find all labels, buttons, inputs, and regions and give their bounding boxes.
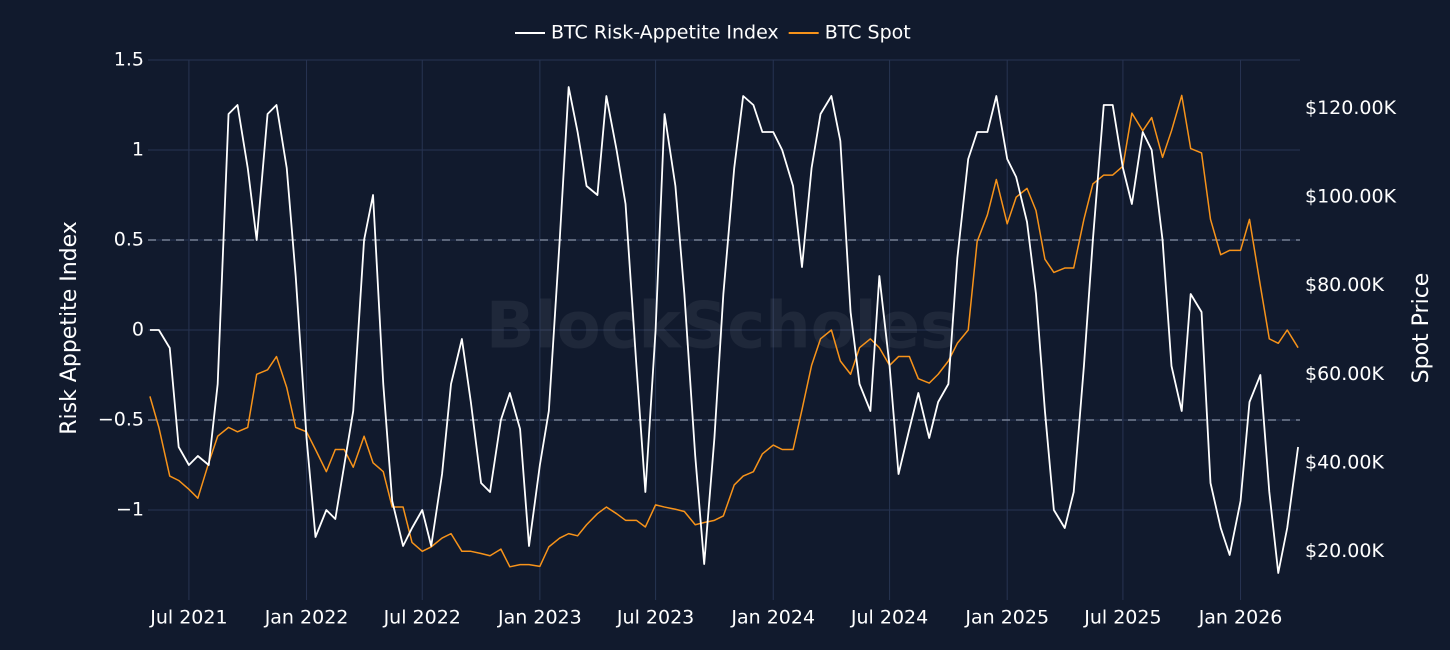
series-line xyxy=(149,94,1299,568)
x-tick-label: Jul 2024 xyxy=(850,607,928,629)
legend-label: BTC Spot xyxy=(825,22,911,44)
x-tick-label: Jul 2023 xyxy=(616,607,694,629)
y2-tick-label: $80.00K xyxy=(1305,274,1384,296)
y2-axis-title: Spot Price xyxy=(1409,273,1434,384)
y-tick-label: −1 xyxy=(116,499,144,521)
y-tick-label: 0 xyxy=(132,319,144,341)
y-tick-label: −0.5 xyxy=(98,409,144,431)
y-tick-label: 1.5 xyxy=(114,49,144,71)
series-line xyxy=(149,86,1299,574)
x-tick-label: Jul 2022 xyxy=(383,607,461,629)
x-tick-label: Jul 2025 xyxy=(1083,607,1161,629)
x-tick-label: Jan 2022 xyxy=(264,607,349,629)
y2-tick-label: $120.00K xyxy=(1305,97,1397,119)
y-axis-title: Risk Appetite Index xyxy=(57,221,82,435)
y-tick-label: 0.5 xyxy=(114,229,144,251)
x-tick-label: Jan 2024 xyxy=(730,607,815,629)
x-tick-label: Jan 2026 xyxy=(1198,607,1283,629)
x-tick-label: Jan 2023 xyxy=(497,607,582,629)
legend: BTC Risk-Appetite Index BTC Spot xyxy=(515,22,911,44)
x-tick-label: Jul 2021 xyxy=(149,607,227,629)
y2-tick-label: $20.00K xyxy=(1305,540,1384,562)
y-tick-label: 1 xyxy=(132,139,144,161)
y2-tick-label: $60.00K xyxy=(1305,363,1384,385)
plot xyxy=(149,86,1299,574)
x-tick-label: Jan 2025 xyxy=(964,607,1049,629)
grid xyxy=(148,59,1300,600)
y2-tick-label: $40.00K xyxy=(1305,451,1384,473)
legend-label: BTC Risk-Appetite Index xyxy=(551,22,779,44)
y2-tick-label: $100.00K xyxy=(1305,186,1397,208)
